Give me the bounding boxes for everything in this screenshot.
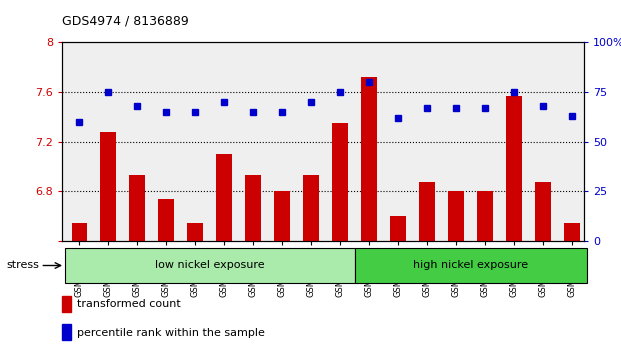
Bar	[564, 223, 580, 241]
Bar	[62, 296, 71, 312]
Bar	[419, 183, 435, 241]
Bar	[477, 191, 493, 241]
Bar	[101, 132, 116, 241]
Bar	[303, 175, 319, 241]
Text: low nickel exposure: low nickel exposure	[155, 261, 265, 270]
Bar	[535, 183, 551, 241]
Bar	[332, 123, 348, 241]
Bar	[506, 96, 522, 241]
Bar	[216, 154, 232, 241]
Bar	[361, 77, 378, 241]
Bar	[71, 223, 88, 241]
Bar	[274, 191, 290, 241]
Bar	[129, 175, 145, 241]
Bar	[188, 223, 203, 241]
Text: percentile rank within the sample: percentile rank within the sample	[77, 328, 265, 338]
Text: transformed count: transformed count	[77, 299, 181, 309]
Text: high nickel exposure: high nickel exposure	[413, 261, 528, 270]
Text: GDS4974 / 8136889: GDS4974 / 8136889	[62, 14, 189, 27]
Bar	[390, 216, 406, 241]
Text: stress: stress	[6, 261, 39, 270]
Bar	[158, 199, 175, 241]
Bar	[245, 175, 261, 241]
Bar	[62, 324, 71, 340]
Bar	[448, 191, 464, 241]
